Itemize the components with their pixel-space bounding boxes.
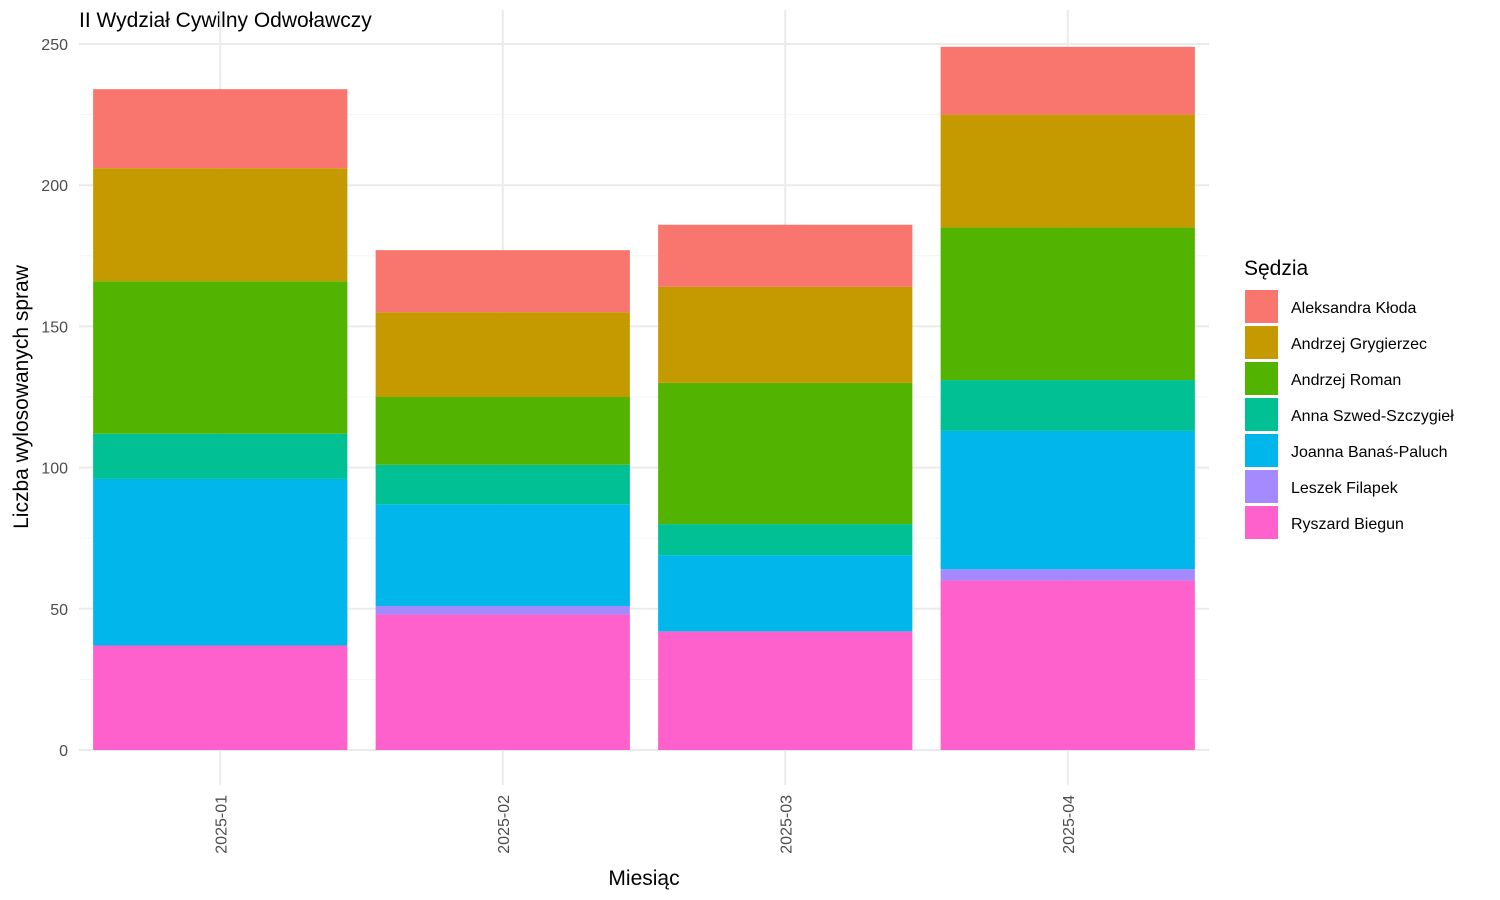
bars: [93, 46, 1195, 750]
bar-segment: [658, 286, 913, 383]
y-tick-label: 150: [41, 319, 68, 336]
bar-segment: [375, 605, 630, 615]
x-tick-label: 2025-03: [778, 795, 795, 854]
bar-segment: [940, 580, 1195, 750]
bar-segment: [940, 46, 1195, 115]
legend-swatch: [1245, 506, 1278, 539]
legend-label: Anna Szwed-Szczygieł: [1291, 408, 1454, 425]
bar-segment: [375, 397, 630, 465]
bar-segment: [658, 555, 913, 632]
bar-segment: [375, 464, 630, 505]
legend-label: Aleksandra Kłoda: [1291, 300, 1417, 317]
legend-swatch: [1245, 398, 1278, 431]
chart-title: II Wydział Cywilny Odwoławczy: [79, 9, 372, 32]
y-axis-title: Liczba wylosowanych spraw: [10, 264, 33, 529]
bar-segment: [658, 224, 913, 287]
bar-segment: [375, 504, 630, 606]
bar-segment: [375, 614, 630, 750]
bar-segment: [658, 382, 913, 525]
legend-swatch: [1245, 290, 1278, 323]
x-tick-label: 2025-02: [496, 795, 513, 854]
bar-segment: [93, 89, 348, 169]
legend-title: Sędzia: [1244, 257, 1309, 280]
bar-segment: [940, 569, 1195, 581]
bar-segment: [375, 312, 630, 397]
legend-swatch: [1245, 434, 1278, 467]
legend-swatch: [1245, 470, 1278, 503]
bar-segment: [93, 478, 348, 646]
legend-label: Joanna Banaś-Paluch: [1291, 444, 1448, 461]
legend-label: Ryszard Biegun: [1291, 516, 1404, 533]
bar-segment: [93, 168, 348, 282]
legend-swatch: [1245, 362, 1278, 395]
x-axis-title: Miesiąc: [608, 867, 679, 890]
y-axis-ticks: 0 50 100 150 200 250: [41, 37, 68, 760]
legend: Sędzia Aleksandra Kłoda Andrzej Grygierze…: [1244, 257, 1454, 539]
bar-segment: [940, 380, 1195, 431]
bar-segment: [93, 645, 348, 750]
y-tick-label: 50: [50, 602, 68, 619]
legend-label: Andrzej Roman: [1291, 372, 1401, 389]
y-tick-label: 0: [59, 743, 68, 760]
bar-segment: [940, 430, 1195, 570]
bar-segment: [93, 281, 348, 434]
bar-segment: [658, 631, 913, 750]
legend-swatch: [1245, 326, 1278, 359]
bar-segment: [940, 227, 1195, 381]
bar-segment: [658, 524, 913, 556]
y-tick-label: 100: [41, 461, 68, 478]
legend-label: Leszek Filapek: [1291, 480, 1399, 497]
x-axis-ticks: 2025-01 2025-02 2025-03 2025-04: [213, 795, 1078, 854]
bar-segment: [940, 114, 1195, 228]
x-tick-label: 2025-01: [213, 795, 230, 854]
y-tick-label: 250: [41, 37, 68, 54]
bar-segment: [93, 433, 348, 479]
x-tick-label: 2025-04: [1061, 795, 1078, 854]
legend-label: Andrzej Grygierzec: [1291, 336, 1427, 353]
bar-segment: [375, 250, 630, 313]
y-tick-label: 200: [41, 178, 68, 195]
